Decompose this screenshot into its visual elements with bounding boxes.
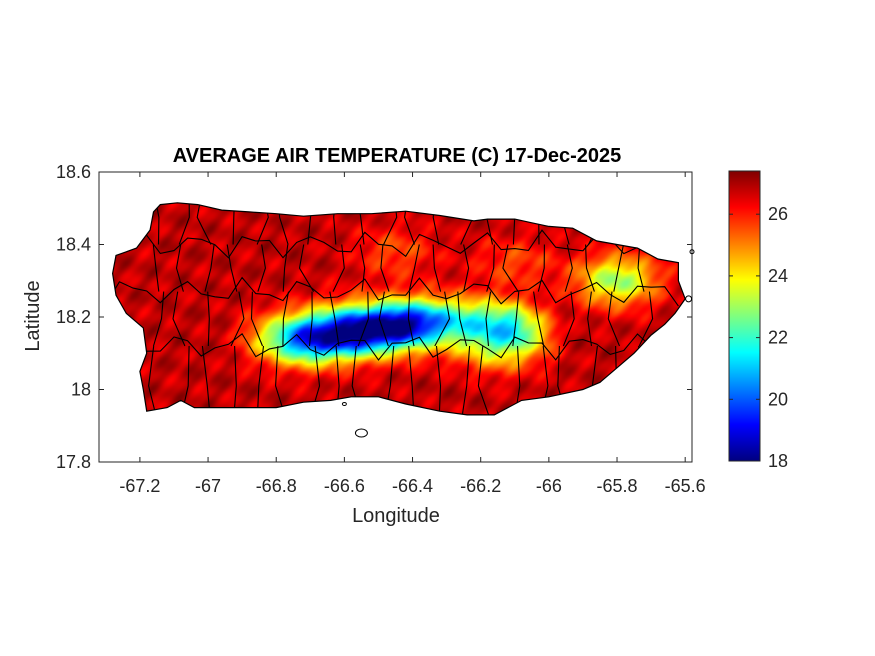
municipality-boundary: [477, 345, 493, 415]
colorbar: [728, 170, 761, 462]
municipality-boundary: [282, 244, 289, 292]
municipality-boundary: [207, 291, 210, 347]
municipality-boundary: [359, 244, 366, 292]
municipality-boundary: [434, 291, 451, 347]
colorbar-ticks: 18 20 22 24 26: [729, 204, 788, 471]
municipality-boundary: [457, 291, 468, 347]
y-axis-label: Latitude: [22, 280, 44, 351]
x-axis-label: Longitude: [352, 505, 440, 527]
municipality-boundary: [383, 202, 398, 245]
municipality-boundary: [463, 244, 470, 292]
municipality-boundary: [277, 202, 289, 245]
y-tick-label: 18: [71, 380, 91, 400]
y-tick-label: 18.2: [56, 307, 91, 327]
colorbar-tick-label: 26: [768, 204, 788, 224]
municipality-boundary: [537, 244, 545, 292]
municipality-boundary: [226, 244, 238, 292]
municipality-boundary: [175, 244, 184, 292]
municipality-boundary: [152, 291, 165, 347]
municipality-boundary: [613, 244, 625, 292]
municipality-boundary: [332, 244, 345, 292]
municipality-boundary: [329, 291, 340, 347]
municipality-boundary: [485, 291, 492, 347]
municipality-boundary: [355, 202, 365, 245]
colorbar-tick-label: 18: [768, 451, 788, 471]
x-tick-label: -66.4: [392, 476, 433, 496]
municipality-boundary: [178, 202, 190, 245]
municipality-boundary: [486, 244, 495, 292]
municipality-boundary: [308, 291, 313, 347]
islet: [354, 428, 368, 438]
municipality-boundary: [204, 244, 215, 292]
coastline: [111, 202, 686, 416]
islets: [341, 249, 695, 438]
x-tick-label: -66.6: [324, 476, 365, 496]
x-tick-label: -65.6: [665, 476, 706, 496]
municipality-boundary: [230, 291, 245, 347]
y-tick-label: 17.8: [56, 452, 91, 472]
x-tick-label: -66.8: [256, 476, 297, 496]
municipality-boundary: [380, 244, 390, 292]
municipality-boundary: [282, 291, 290, 347]
municipality-boundary: [298, 244, 315, 292]
x-axis: -67.2 -67 -66.8 -66.6 -66.4 -66.2 -66 -65.8 -65.…: [119, 172, 706, 496]
x-tick-label: -66: [536, 476, 562, 496]
municipality-boundary: [257, 244, 266, 292]
y-axis: 17.8 18 18.2 18.4 18.6: [56, 162, 692, 472]
colorbar-tick-label: 24: [768, 266, 788, 286]
municipality-boundary: [172, 291, 186, 347]
municipality-boundary: [638, 291, 654, 347]
municipality-boundary: [153, 202, 160, 245]
islet: [341, 402, 347, 406]
municipality-boundary: [460, 345, 471, 415]
x-tick-label: -67.2: [119, 476, 160, 496]
municipality-boundary: [408, 244, 420, 292]
x-tick-label: -65.8: [597, 476, 638, 496]
municipality-boundary: [637, 244, 645, 292]
x-tick-label: -67: [195, 476, 221, 496]
municipality-boundary: [432, 202, 440, 245]
municipality-boundary: [152, 244, 160, 292]
colorbar-tick-label: 20: [768, 389, 788, 409]
municipality-boundary: [562, 291, 575, 347]
colorbar-tick-label: 22: [768, 328, 788, 348]
municipality-boundary: [232, 202, 236, 245]
municipality-boundary: [404, 202, 416, 245]
municipality-boundary: [112, 276, 679, 307]
municipality-boundary: [378, 291, 389, 347]
chart-title: AVERAGE AIR TEMPERATURE (C) 17-Dec-2025: [173, 145, 622, 167]
x-tick-label: -66.2: [460, 476, 501, 496]
municipality-boundary: [333, 202, 337, 245]
municipality-boundary: [585, 244, 595, 292]
municipality-boundary: [564, 244, 573, 292]
municipality-boundary: [533, 291, 545, 347]
islet: [685, 295, 693, 303]
municipality-boundary: [407, 291, 415, 347]
municipality-boundary: [196, 202, 212, 245]
municipality-boundary: [587, 291, 593, 347]
municipality-boundary: [112, 229, 679, 259]
islet: [689, 249, 695, 255]
municipality-boundary: [502, 244, 519, 292]
municipality-boundary: [256, 202, 269, 245]
municipality-boundary: [607, 291, 621, 347]
municipality-boundary: [432, 244, 442, 292]
municipality-boundary: [307, 202, 316, 245]
municipality-boundary: [357, 291, 369, 347]
municipality-boundary: [112, 330, 679, 361]
y-tick-label: 18.6: [56, 162, 91, 182]
municipality-boundary: [512, 291, 520, 347]
municipality-boundary: [250, 291, 264, 347]
y-tick-label: 18.4: [56, 235, 91, 255]
